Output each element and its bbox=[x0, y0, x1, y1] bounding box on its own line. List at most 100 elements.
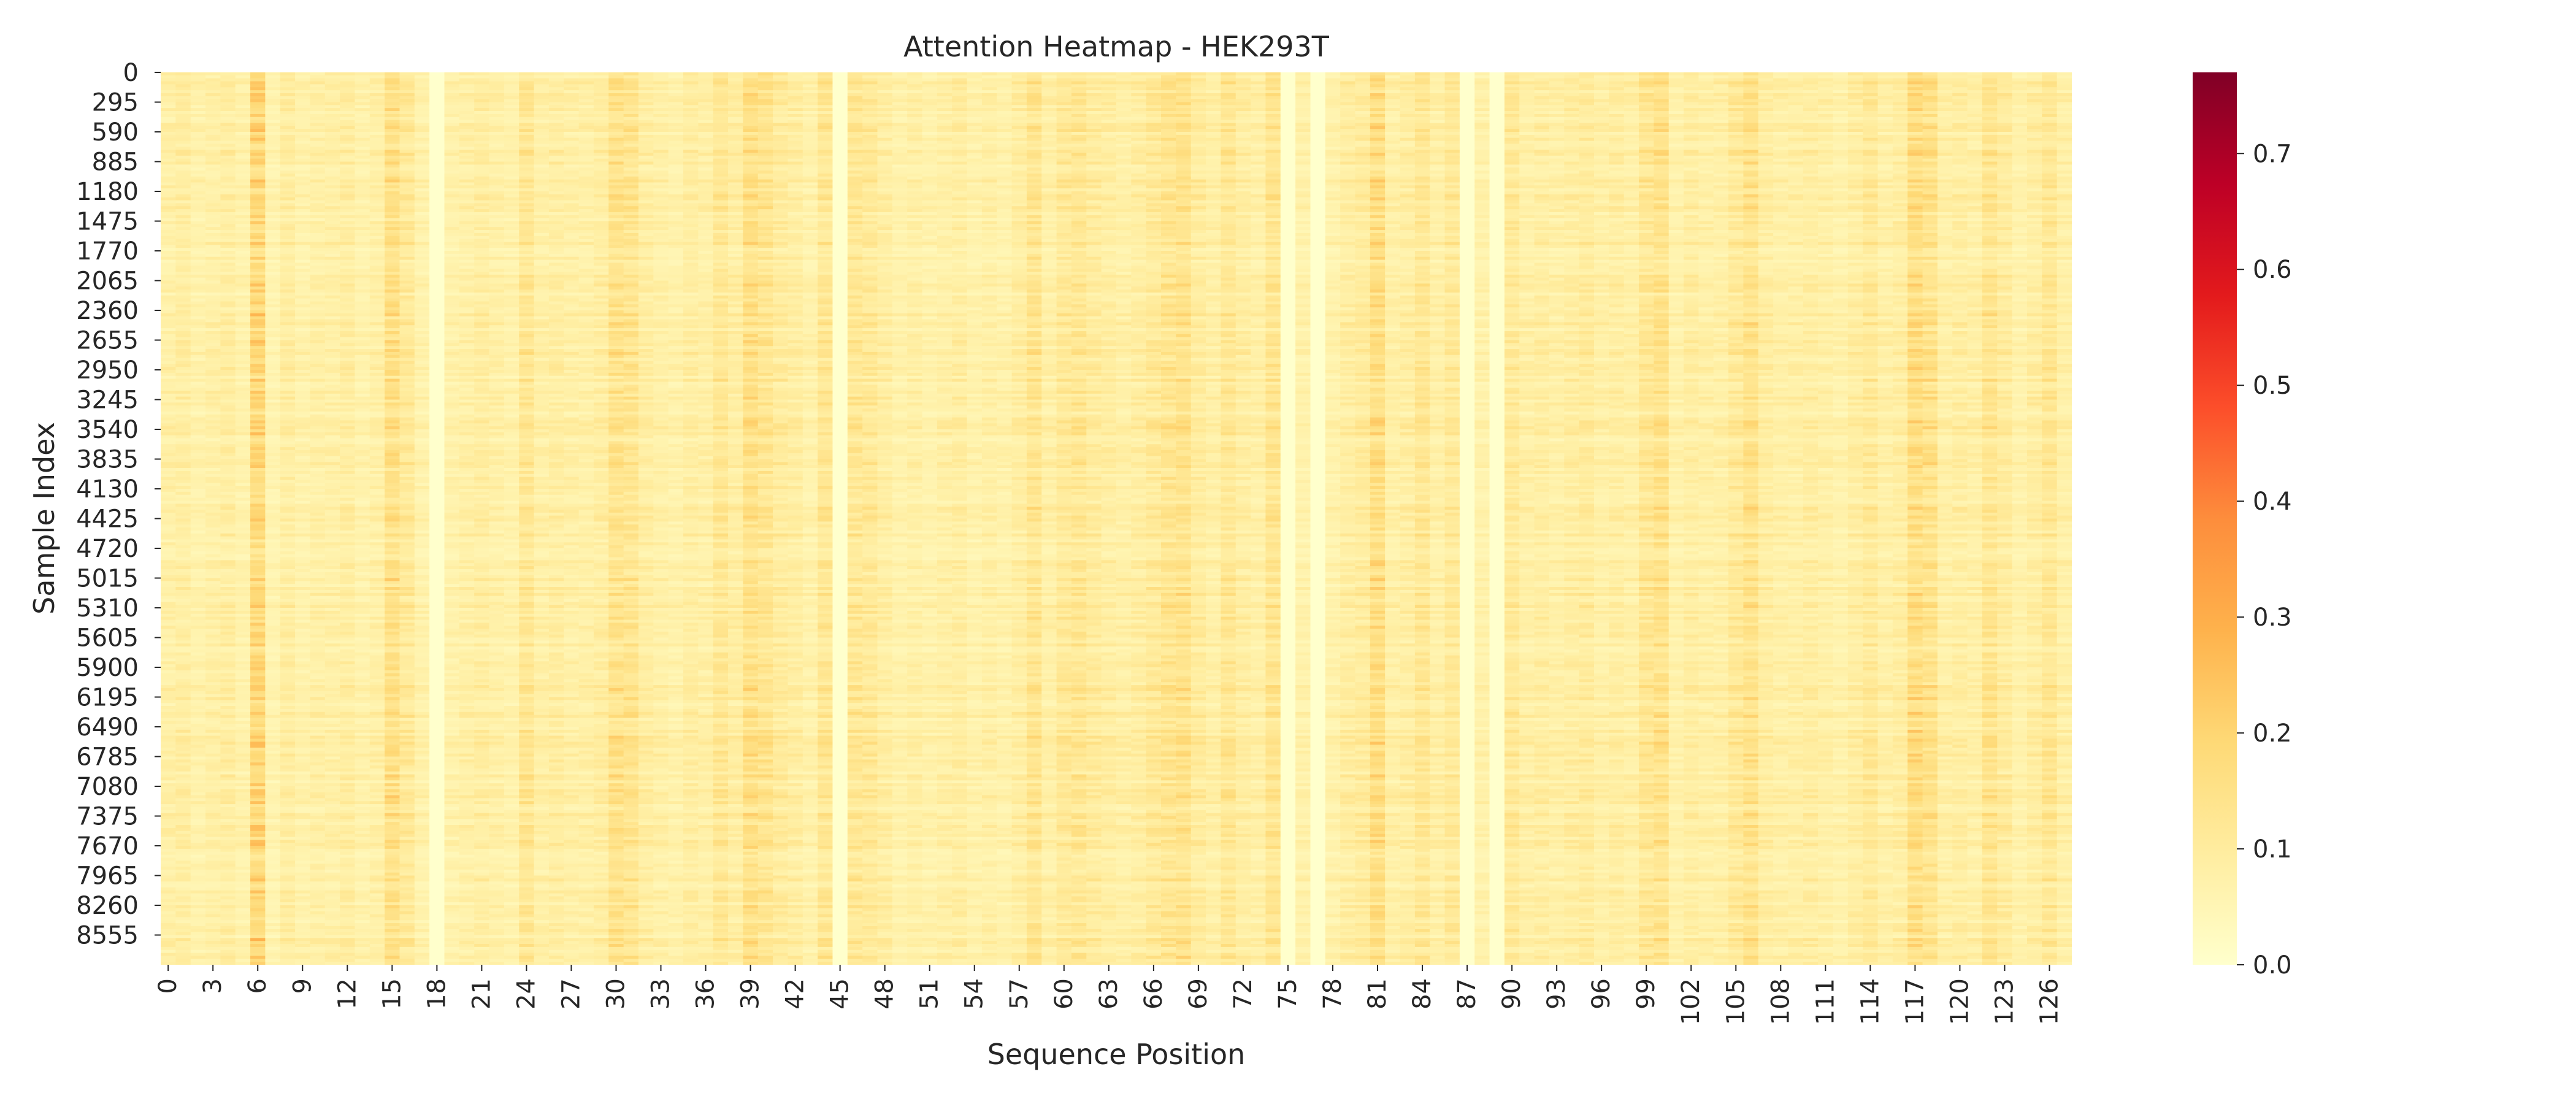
heatmap-cell bbox=[385, 843, 401, 846]
heatmap-cell bbox=[220, 432, 236, 436]
heatmap-cell bbox=[235, 774, 251, 778]
heatmap-cell bbox=[235, 652, 251, 656]
heatmap-cell bbox=[175, 385, 191, 388]
heatmap-cell bbox=[310, 497, 326, 501]
heatmap-cell bbox=[265, 399, 281, 403]
heatmap-cell bbox=[265, 878, 281, 882]
heatmap-cell bbox=[295, 78, 311, 82]
heatmap-cell bbox=[355, 473, 370, 478]
heatmap-cell bbox=[235, 173, 251, 177]
heatmap-cell bbox=[190, 575, 206, 579]
heatmap-cell bbox=[220, 932, 236, 936]
heatmap-cell bbox=[220, 518, 236, 522]
heatmap-cell bbox=[385, 340, 401, 343]
heatmap-cell bbox=[310, 661, 326, 665]
heatmap-cell bbox=[190, 762, 206, 766]
heatmap-cell bbox=[280, 411, 296, 415]
heatmap-cell bbox=[295, 822, 311, 826]
heatmap-cell bbox=[399, 652, 415, 656]
heatmap-cell bbox=[340, 206, 356, 210]
heatmap-cell bbox=[220, 390, 236, 394]
heatmap-cell bbox=[310, 310, 326, 314]
heatmap-cell bbox=[324, 578, 340, 581]
heatmap-cell bbox=[205, 834, 221, 838]
heatmap-cell bbox=[205, 953, 221, 957]
heatmap-cell bbox=[399, 277, 415, 282]
heatmap-cell bbox=[295, 468, 311, 472]
heatmap-cell bbox=[190, 483, 206, 486]
heatmap-cell bbox=[205, 161, 221, 165]
heatmap-cell bbox=[190, 783, 206, 787]
heatmap-cell bbox=[161, 370, 176, 374]
heatmap-cell bbox=[399, 319, 415, 323]
heatmap-cell bbox=[324, 566, 340, 570]
heatmap-cell bbox=[205, 328, 221, 332]
heatmap-cell bbox=[235, 602, 251, 605]
heatmap-cell bbox=[220, 848, 236, 853]
heatmap-cell bbox=[280, 938, 296, 941]
heatmap-cell bbox=[295, 224, 311, 228]
heatmap-cell bbox=[324, 610, 340, 615]
heatmap-cell bbox=[295, 727, 311, 730]
heatmap-cell bbox=[340, 786, 356, 790]
heatmap-cell bbox=[220, 619, 236, 623]
heatmap-cell bbox=[385, 959, 401, 962]
heatmap-cell bbox=[340, 96, 356, 100]
heatmap-cell bbox=[310, 566, 326, 570]
heatmap-cell bbox=[205, 438, 221, 442]
heatmap-cell bbox=[161, 830, 176, 835]
heatmap-cell bbox=[324, 218, 340, 222]
heatmap-cell bbox=[280, 959, 296, 962]
heatmap-cell bbox=[205, 884, 221, 888]
heatmap-cell bbox=[310, 956, 326, 959]
heatmap-cell bbox=[250, 771, 266, 775]
heatmap-cell bbox=[220, 221, 236, 224]
heatmap-cell bbox=[385, 393, 401, 397]
heatmap-cell bbox=[175, 596, 191, 600]
heatmap-cell bbox=[324, 96, 340, 100]
heatmap-cell bbox=[295, 477, 311, 481]
heatmap-cell bbox=[310, 932, 326, 936]
heatmap-cell bbox=[220, 658, 236, 662]
heatmap-cell bbox=[161, 414, 176, 418]
heatmap-cell bbox=[385, 319, 401, 323]
heatmap-cell bbox=[205, 518, 221, 522]
heatmap-cell bbox=[220, 480, 236, 483]
heatmap-cell bbox=[340, 946, 356, 951]
heatmap-cell bbox=[310, 721, 326, 724]
heatmap-cell bbox=[280, 926, 296, 930]
heatmap-cell bbox=[235, 274, 251, 278]
heatmap-cell bbox=[369, 512, 385, 516]
heatmap-cell bbox=[250, 316, 266, 320]
heatmap-cell bbox=[205, 316, 221, 320]
heatmap-cell bbox=[175, 155, 191, 159]
heatmap-cell bbox=[295, 113, 311, 118]
heatmap-cell bbox=[340, 843, 356, 846]
heatmap-cell bbox=[385, 194, 401, 198]
heatmap-cell bbox=[310, 358, 326, 362]
heatmap-cell bbox=[250, 932, 266, 936]
heatmap-cell bbox=[280, 185, 296, 189]
heatmap-cell bbox=[205, 825, 221, 829]
heatmap-cell bbox=[280, 729, 296, 734]
heatmap-cell bbox=[235, 227, 251, 231]
heatmap-cell bbox=[235, 646, 251, 650]
heatmap-cell bbox=[235, 673, 251, 677]
heatmap-cell bbox=[295, 634, 311, 638]
heatmap-cell bbox=[175, 929, 191, 933]
heatmap-cell bbox=[280, 869, 296, 873]
heatmap-cell bbox=[250, 572, 266, 576]
heatmap-cell bbox=[250, 259, 266, 263]
heatmap-cell bbox=[340, 129, 356, 132]
heatmap-cell bbox=[295, 732, 311, 737]
heatmap-cell bbox=[250, 470, 266, 475]
heatmap-cell bbox=[220, 777, 236, 781]
heatmap-cell bbox=[340, 807, 356, 811]
heatmap-cell bbox=[369, 920, 385, 924]
heatmap-cell bbox=[355, 411, 370, 415]
heatmap-cell bbox=[399, 402, 415, 406]
heatmap-cell bbox=[205, 545, 221, 549]
heatmap-cell bbox=[369, 780, 385, 784]
heatmap-cell bbox=[369, 813, 385, 817]
heatmap-cell bbox=[250, 834, 266, 838]
